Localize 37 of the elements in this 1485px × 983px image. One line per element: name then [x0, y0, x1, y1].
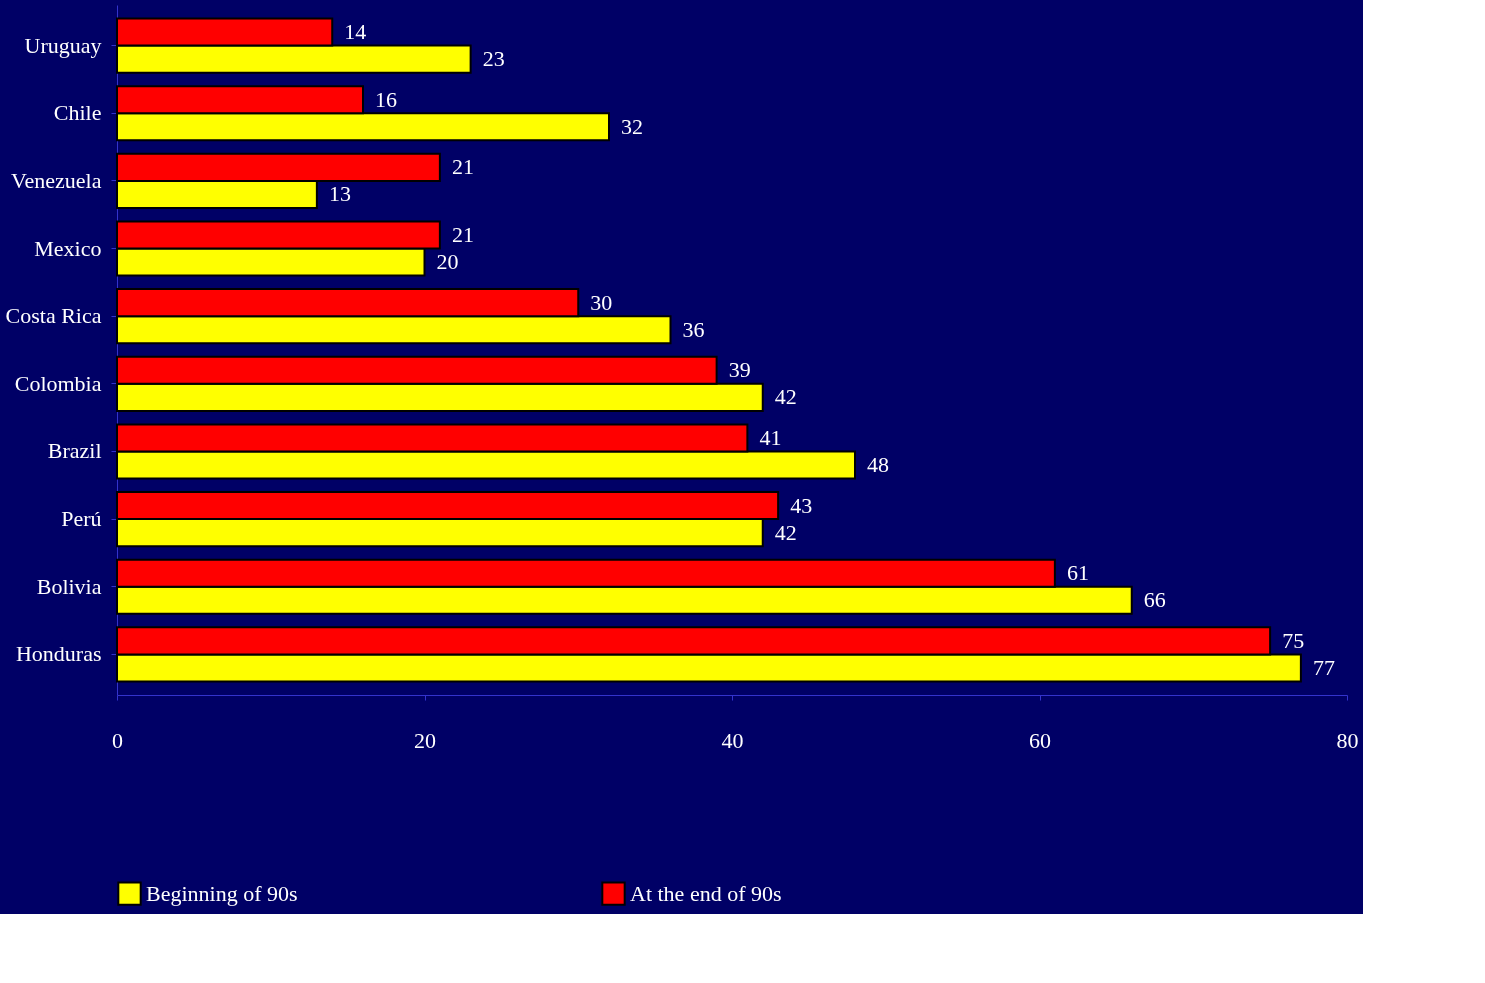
data-label: 39: [728, 357, 751, 383]
legend-label: At the end of 90s: [630, 880, 782, 906]
y-tick-label: Honduras: [15, 641, 102, 667]
y-tick-label: Chile: [53, 100, 102, 126]
y-tick-label: Colombia: [14, 370, 102, 396]
x-tick-label: 0: [112, 727, 123, 753]
data-label: 61: [1066, 560, 1089, 586]
data-label: 48: [867, 452, 889, 477]
y-tick-label: Costa Rica: [5, 303, 102, 329]
data-label: 21: [451, 154, 474, 180]
data-label: 16: [375, 86, 397, 112]
y-tick-label: Bolivia: [36, 573, 102, 599]
legend-label: Beginning of 90s: [146, 880, 298, 906]
data-label: 20: [436, 249, 459, 275]
x-tick-label: 20: [414, 727, 436, 753]
data-label: 42: [774, 519, 797, 545]
data-label: 30: [590, 289, 613, 315]
data-label: 13: [328, 181, 351, 207]
y-tick-label: Mexico: [34, 235, 102, 261]
data-label: 77: [1312, 654, 1335, 680]
data-label: 66: [1143, 587, 1166, 613]
data-label: 36: [682, 316, 705, 342]
y-tick-label: Venezuela: [11, 167, 102, 193]
data-label: 32: [621, 113, 643, 139]
data-label: 23: [482, 46, 505, 72]
y-tick-label: Brazil: [47, 438, 102, 464]
y-tick-label: Perú: [61, 506, 102, 532]
x-tick-label: 60: [1029, 727, 1051, 753]
data-label: 42: [774, 384, 797, 410]
data-label: 14: [344, 19, 367, 45]
data-label: 21: [451, 222, 474, 247]
y-tick-label: Uruguay: [24, 32, 102, 58]
x-tick-label: 40: [721, 727, 744, 753]
data-label: 41: [759, 424, 782, 450]
data-label: 43: [790, 492, 813, 518]
x-tick-label: 80: [1336, 727, 1359, 753]
data-label: 75: [1282, 627, 1305, 653]
